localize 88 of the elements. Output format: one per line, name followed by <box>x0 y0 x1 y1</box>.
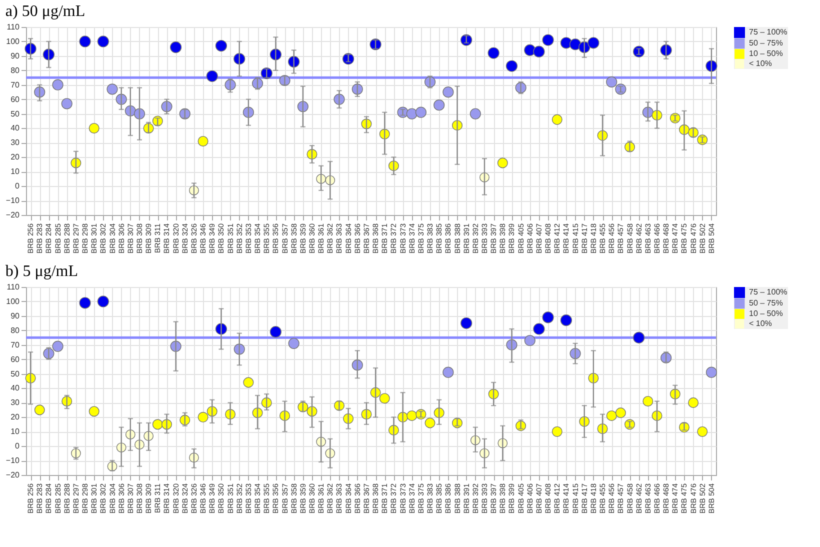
y-tick-label: 50 <box>10 369 20 378</box>
y-tick-label: 20 <box>10 152 20 162</box>
point <box>79 297 91 309</box>
point <box>542 34 554 46</box>
y-tick-label: 50 <box>10 109 20 118</box>
point <box>34 404 45 416</box>
y-tick-label: 100 <box>6 36 20 46</box>
legend-label: < 10% <box>749 59 772 68</box>
y-tick-label: −10 <box>6 456 20 466</box>
y-tick-label: 0 <box>15 442 20 451</box>
y-tick-label: 0 <box>15 182 20 191</box>
y-tick-label: 30 <box>10 398 20 408</box>
point <box>460 317 472 329</box>
point <box>633 332 645 344</box>
chart-title: b) 5 μg/mL <box>5 263 78 280</box>
point <box>642 396 654 406</box>
y-tick-label: 110 <box>6 22 20 32</box>
y-tick-label: 40 <box>10 124 20 133</box>
y-tick-label: 110 <box>6 282 20 292</box>
point <box>533 46 545 58</box>
y-tick-label: 100 <box>6 296 20 306</box>
y-tick-label: 30 <box>10 138 20 148</box>
point <box>406 410 418 421</box>
point <box>706 366 718 378</box>
y-tick-label: 10 <box>10 167 20 176</box>
point <box>606 76 618 88</box>
point <box>97 36 109 48</box>
legend-label: 75 – 100% <box>749 28 788 36</box>
point <box>488 47 500 59</box>
point <box>206 70 218 82</box>
legend-label: 10 – 50% <box>749 49 783 58</box>
point <box>97 296 109 308</box>
point <box>415 106 426 118</box>
legend-label: < 10% <box>749 319 772 328</box>
point <box>615 408 626 418</box>
point <box>52 79 64 90</box>
point <box>424 418 436 428</box>
point <box>379 393 390 404</box>
point <box>243 377 254 388</box>
point <box>288 338 300 349</box>
point <box>560 314 572 326</box>
y-tick-label: 70 <box>10 80 20 90</box>
point <box>198 412 208 422</box>
point <box>688 397 699 408</box>
point <box>61 98 72 110</box>
point <box>79 36 91 48</box>
point <box>152 419 163 430</box>
point <box>697 426 708 437</box>
chart-title: a) 50 μg/mL <box>5 3 86 20</box>
point <box>552 426 562 437</box>
legend-label: 75 – 100% <box>749 288 788 296</box>
y-tick-label: −20 <box>6 470 20 480</box>
point <box>198 136 208 146</box>
y-tick-label: 20 <box>10 412 20 422</box>
point <box>170 41 182 54</box>
point <box>88 122 100 134</box>
point <box>106 84 118 95</box>
point <box>533 323 545 335</box>
point <box>588 37 600 49</box>
point <box>406 108 418 120</box>
point <box>542 312 554 324</box>
legend-label: 10 – 50% <box>749 309 783 318</box>
point <box>524 334 536 346</box>
y-tick-label: 70 <box>10 340 20 350</box>
point <box>497 158 508 168</box>
y-tick-label: 90 <box>10 311 20 320</box>
point <box>506 60 518 72</box>
y-tick-label: 90 <box>10 51 20 60</box>
point <box>88 406 100 417</box>
point <box>215 40 228 52</box>
y-tick-label: −20 <box>6 210 20 220</box>
point <box>552 114 562 125</box>
y-tick-label: −10 <box>6 196 20 206</box>
point <box>434 100 445 111</box>
point <box>606 410 617 421</box>
point <box>470 108 481 120</box>
legend-label: 50 – 75% <box>749 38 783 48</box>
point <box>442 366 454 378</box>
legend-label: 50 – 75% <box>749 298 783 308</box>
point <box>442 86 454 98</box>
y-tick-label: 40 <box>10 384 20 393</box>
y-tick-label: 60 <box>10 354 20 364</box>
point <box>52 340 64 352</box>
y-tick-label: 60 <box>10 94 20 104</box>
y-tick-label: 10 <box>10 427 20 436</box>
y-tick-label: 80 <box>10 66 20 75</box>
point <box>270 326 282 338</box>
y-tick-label: 80 <box>10 326 20 335</box>
